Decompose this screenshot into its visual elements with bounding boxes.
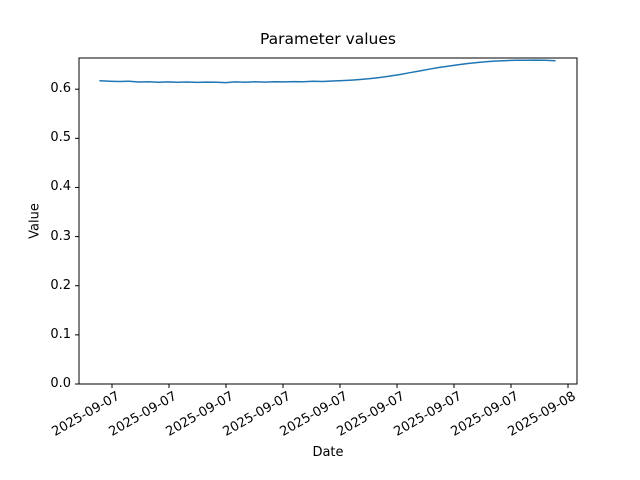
- parameter-series-line: [99, 59, 556, 84]
- y-axis-label: Value: [27, 203, 43, 239]
- x-tick-marks: [111, 384, 569, 388]
- axes-frame: [78, 57, 578, 385]
- y-tick-label: 0.2: [50, 277, 71, 293]
- y-tick-label: 0.4: [50, 179, 71, 195]
- y-tick-label: 0.1: [50, 326, 71, 342]
- y-tick-label: 0.0: [50, 376, 71, 391]
- y-tick-label: 0.6: [50, 81, 71, 97]
- y-tick-label: 0.5: [50, 130, 71, 146]
- y-tick-label: 0.3: [50, 228, 71, 244]
- x-axis-label: Date: [312, 445, 344, 460]
- y-tick-marks: [75, 88, 79, 385]
- chart-title: Parameter values: [260, 30, 396, 48]
